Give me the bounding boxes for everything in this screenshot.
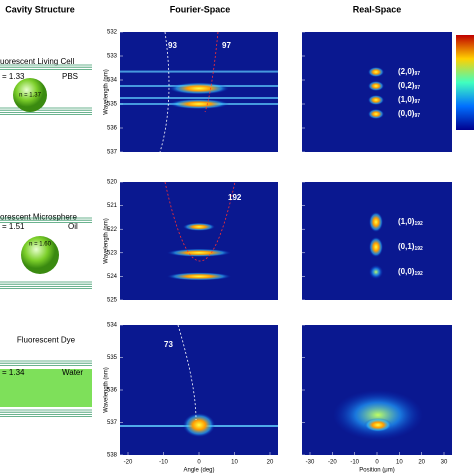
x-tick-label: 10 [396, 460, 403, 466]
microsphere [21, 236, 59, 274]
mode-subscript: 97 [414, 85, 420, 91]
mode-label: (1,0)97 [398, 95, 420, 105]
mode-subscript: 97 [414, 71, 420, 77]
cell [13, 78, 47, 112]
y-tick-label: 537 [107, 420, 118, 426]
label: PBS [62, 72, 78, 81]
row-title: Fluorescent Dye [17, 336, 76, 345]
mode-label: (1,0)192 [398, 217, 423, 227]
row-title: uorescent Living Cell [0, 57, 74, 66]
band [167, 272, 231, 281]
y-tick-label: 525 [107, 298, 118, 304]
mode-number: 192 [228, 193, 242, 202]
y-tick-label: 534 [107, 323, 118, 329]
header: Cavity Structure [5, 4, 75, 14]
y-tick-label: 533 [107, 54, 118, 60]
dispersion [164, 181, 236, 262]
label: = 1.51 [2, 222, 25, 231]
x-tick-label: -20 [124, 460, 133, 466]
x-tick-label: -30 [306, 460, 315, 466]
y-tick-label: 524 [107, 274, 118, 280]
mode-subscript: 97 [414, 113, 420, 119]
x-tick-label: 0 [197, 460, 201, 466]
y-tick-label: 532 [107, 30, 118, 36]
x-tick-label: -10 [350, 460, 359, 466]
y-tick-label: 520 [107, 180, 118, 186]
label: n = 1.60 [29, 242, 52, 248]
band [169, 82, 229, 95]
band [183, 413, 215, 437]
mode-label: (0,2)97 [398, 81, 420, 91]
x-tick-label: -20 [328, 460, 337, 466]
y-tick-label: 534 [107, 78, 118, 84]
mode-subscript: 192 [414, 271, 423, 277]
mode-number: 93 [168, 41, 177, 50]
cloud [333, 390, 423, 440]
x-tick-label: 20 [267, 460, 274, 466]
real-image [302, 32, 452, 152]
y-tick-label: 523 [107, 250, 118, 256]
dispersion [159, 31, 170, 153]
mode-subscript: 192 [414, 246, 423, 252]
dispersion [204, 31, 219, 113]
cloud [364, 418, 392, 432]
mode-subscript: 97 [414, 99, 420, 105]
band [169, 99, 229, 109]
mode-label: (0,0)192 [398, 267, 423, 277]
mode [368, 81, 384, 91]
x-tick-label: 0 [375, 460, 379, 466]
y-axis-label: Wavelength (nm) [104, 218, 110, 263]
mode [368, 109, 384, 119]
mode-number: 73 [164, 340, 173, 349]
label: = 1.33 [2, 72, 25, 81]
label: n = 1.37 [19, 93, 42, 99]
row-title: orescent Microsphere [0, 213, 77, 222]
mode [369, 212, 383, 232]
streak [120, 70, 278, 73]
mode [368, 95, 384, 105]
y-tick-label: 522 [107, 227, 118, 233]
y-axis-label: Wavelength (nm) [104, 69, 110, 114]
x-tick-label: 10 [231, 460, 238, 466]
dye-layer [0, 369, 92, 407]
mode [369, 265, 383, 279]
header: Fourier-Space [170, 4, 231, 14]
y-axis-label: Wavelength (nm) [104, 367, 110, 412]
colorbar [456, 35, 474, 130]
label: = 1.34 [2, 368, 25, 377]
label: Oil [68, 222, 78, 231]
x-axis-label: Position (μm) [359, 468, 394, 474]
mode-label: (2,0)97 [398, 67, 420, 77]
y-tick-label: 535 [107, 102, 118, 108]
mode-number: 97 [222, 41, 231, 50]
streak [120, 97, 278, 99]
y-tick-label: 536 [107, 126, 118, 132]
x-tick-label: -10 [159, 460, 168, 466]
mode [368, 67, 384, 77]
mode [369, 237, 383, 257]
mode-label: (0,0)97 [398, 109, 420, 119]
header: Real-Space [353, 4, 402, 14]
x-axis-label: Angle (deg) [183, 468, 214, 474]
y-tick-label: 537 [107, 150, 118, 156]
y-tick-label: 536 [107, 388, 118, 394]
y-tick-label: 535 [107, 355, 118, 361]
band [183, 222, 215, 231]
x-tick-label: 20 [418, 460, 425, 466]
dispersion [177, 324, 197, 421]
band [167, 248, 231, 257]
y-tick-label: 538 [107, 453, 118, 459]
label: Water [62, 368, 83, 377]
mode-label: (0,1)192 [398, 242, 423, 252]
mode-subscript: 192 [414, 221, 423, 227]
fourier-image [120, 182, 278, 300]
x-tick-label: 30 [441, 460, 448, 466]
y-tick-label: 521 [107, 203, 118, 209]
